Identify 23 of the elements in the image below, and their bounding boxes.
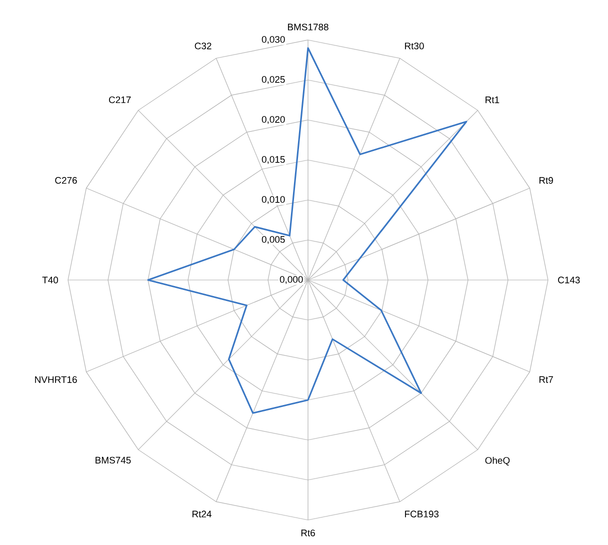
spoke-label: Rt7 — [539, 376, 553, 383]
spoke-label: BMS745 — [96, 456, 131, 464]
spoke-label: OheQ — [485, 456, 510, 466]
spoke-label: Rt6 — [301, 530, 315, 536]
spoke-label: C217 — [109, 96, 131, 104]
y-tick-label: 0,025 — [262, 76, 285, 84]
spoke-label: FCB193 — [405, 510, 439, 518]
y-tick-label: 0,015 — [262, 156, 285, 164]
y-tick-label: 0,005 — [262, 236, 285, 244]
spoke-label: T40 — [42, 276, 58, 284]
y-tick-label: 0,000 — [280, 276, 303, 284]
spoke-label: NVHRT16 — [35, 376, 77, 383]
spoke-label: Rt30 — [405, 42, 424, 50]
spoke-label: BMS1788 — [288, 24, 328, 30]
y-tick-label: 0,030 — [262, 36, 285, 44]
spoke-label: C143 — [558, 276, 580, 284]
y-tick-label: 0,010 — [262, 196, 285, 204]
y-tick-label: 0,020 — [262, 116, 285, 124]
spoke-label: C32 — [194, 42, 212, 50]
spoke-label: Rt9 — [539, 177, 553, 184]
spoke-label: Rt1 — [486, 96, 500, 104]
spoke-label: C276 — [55, 177, 77, 184]
spoke-label: Rt24 — [192, 510, 212, 518]
